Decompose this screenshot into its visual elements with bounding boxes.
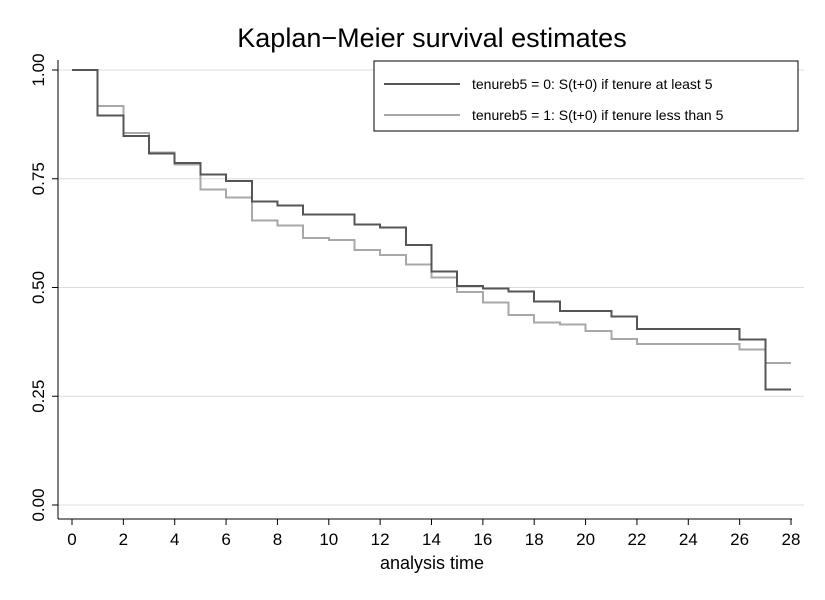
x-tick-label-2: 4	[170, 530, 179, 549]
y-tick-label-2: 0.50	[29, 271, 48, 304]
series-line-1	[72, 69, 791, 365]
x-tick-label-0: 0	[67, 530, 76, 549]
series-group	[72, 69, 791, 391]
x-tick-label-1: 2	[119, 530, 128, 549]
y-tick-label-3: 0.75	[29, 162, 48, 195]
x-tick-label-7: 14	[422, 530, 441, 549]
x-tick-label-11: 22	[627, 530, 646, 549]
x-tick-label-6: 12	[371, 530, 390, 549]
x-axis-label: analysis time	[380, 553, 484, 573]
x-tick-label-13: 26	[730, 530, 749, 549]
axes: 0.000.250.500.751.000 2 4 6 8 10 12 14 16 18 20 22 2…	[29, 53, 800, 549]
x-tick-label-12: 24	[679, 530, 698, 549]
x-tick-label-9: 18	[525, 530, 544, 549]
x-tick-label-5: 10	[319, 530, 338, 549]
x-tick-label-10: 20	[576, 530, 595, 549]
y-tick-label-4: 1.00	[29, 53, 48, 86]
series-line-0	[72, 69, 791, 391]
legend-box	[373, 60, 799, 132]
legend-label-series-0: tenureb5 = 0: S(t+0) if tenure at least …	[472, 76, 713, 92]
y-tick-label-0: 0.00	[29, 488, 48, 521]
x-tick-label-8: 16	[473, 530, 492, 549]
x-tick-label-4: 8	[273, 530, 282, 549]
x-tick-label-14: 28	[782, 530, 801, 549]
chart-title: Kaplan−Meier survival estimates	[237, 23, 626, 53]
legend: tenureb5 = 0: S(t+0) if tenure at least …	[373, 60, 799, 132]
x-tick-label-3: 6	[221, 530, 230, 549]
legend-label-series-1: tenureb5 = 1: S(t+0) if tenure less than…	[472, 107, 724, 123]
y-tick-label-1: 0.25	[29, 380, 48, 413]
gridlines	[58, 69, 804, 506]
